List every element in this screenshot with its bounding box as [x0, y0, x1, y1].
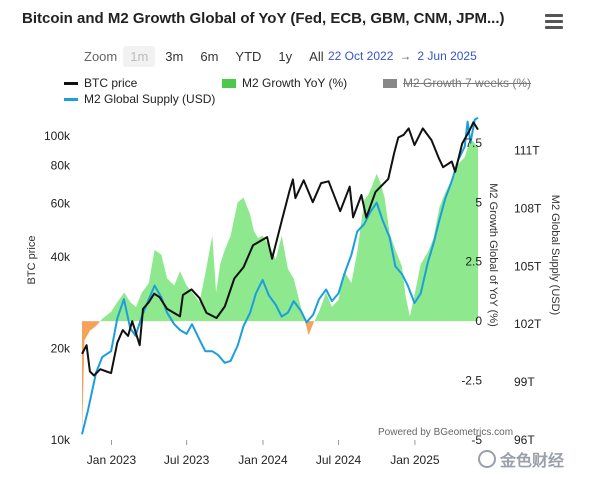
supply-tick-label: 99T	[514, 375, 535, 389]
date-to-input[interactable]: 2 Jun 2025	[417, 49, 477, 63]
zoom-1y-button[interactable]: 1y	[278, 49, 293, 64]
supply-tick-label: 105T	[514, 259, 542, 273]
m2-growth-positive-area	[82, 140, 478, 322]
x-tick-label: Jan 2023	[87, 453, 137, 467]
zoom-6m-button[interactable]: 6m	[200, 49, 219, 64]
growth-tick-label: 0	[475, 314, 482, 328]
btc-tick-label: 60k	[51, 196, 71, 210]
growth-tick-label: 2.5	[465, 255, 482, 269]
legend-m2-supply-label: M2 Global Supply (USD)	[84, 92, 216, 106]
legend-btc-label: BTC price	[84, 76, 138, 90]
btc-swatch-icon	[64, 81, 78, 85]
zoom-all-button[interactable]: All	[309, 49, 324, 64]
legend-m2-supply[interactable]: M2 Global Supply (USD)	[64, 92, 215, 106]
m2-supply-swatch-icon	[64, 97, 78, 101]
m2-supply-line	[81, 116, 479, 435]
legend-btc[interactable]: BTC price	[64, 76, 137, 90]
watermark-text: 金色财经	[500, 453, 565, 470]
x-tick-label: Jul 2023	[164, 453, 210, 467]
watermark: 金色财经	[478, 447, 564, 471]
growth-tick-label: -2.5	[461, 374, 482, 388]
m2-growth-area-group	[82, 140, 478, 436]
credit-link[interactable]: Powered by BGeometrics.com	[378, 427, 513, 438]
series-lines-group	[81, 116, 479, 435]
zoom-ytd-button[interactable]: YTD	[235, 49, 262, 64]
legend-m2-7w-label: M2 Growth 7 weeks (%)	[403, 76, 532, 90]
supply-tick-label: 102T	[514, 317, 542, 331]
m2-growth-swatch-icon	[222, 78, 236, 88]
menu-icon[interactable]	[545, 14, 563, 30]
growth-axis-label: M2 Growth Global of YoY (%)	[487, 183, 499, 326]
m2-7w-swatch-icon	[383, 78, 397, 88]
btc-tick-label: 20k	[51, 342, 71, 356]
btc-tick-label: 80k	[51, 159, 71, 173]
zoom-controls: Zoom 1m 3m 6m YTD 1y All	[84, 46, 334, 67]
date-from-input[interactable]: 22 Oct 2022	[328, 49, 394, 63]
chart-title: Bitcoin and M2 Growth Global of YoY (Fed…	[22, 10, 505, 27]
btc-tick-label: 40k	[51, 250, 71, 264]
date-arrow-icon: →	[399, 49, 412, 63]
growth-tick-label: -5	[471, 433, 482, 447]
zoom-3m-button[interactable]: 3m	[165, 49, 184, 64]
btc-axis-label: BTC price	[26, 236, 38, 285]
watermark-logo-icon	[478, 450, 496, 468]
btc-price-line	[81, 121, 479, 377]
growth-tick-label: 7.5	[465, 136, 482, 150]
x-tick-label: Jul 2024	[316, 453, 362, 467]
x-tick-label: Jan 2025	[390, 453, 440, 467]
legend-m2-7w[interactable]: M2 Growth 7 weeks (%)	[383, 76, 531, 90]
x-tick-label: Jan 2024	[238, 453, 288, 467]
btc-tick-label: 100k	[44, 129, 71, 143]
supply-tick-label: 96T	[514, 433, 535, 447]
legend-m2-growth-label: M2 Growth YoY (%)	[242, 76, 348, 90]
supply-tick-label: 108T	[514, 201, 542, 215]
growth-tick-label: 5	[475, 195, 482, 209]
ticks-group: Jan 2023 Jul 2023 Jan 2024 Jul 2024 Jan 2025…	[44, 129, 542, 467]
supply-axis-label: M2 Global Supply (USD)	[549, 195, 561, 315]
zoom-1m-button[interactable]: 1m	[123, 46, 156, 67]
date-range: 22 Oct 2022 → 2 Jun 2025	[328, 49, 477, 63]
supply-tick-label: 111T	[514, 144, 540, 158]
legend-m2-growth[interactable]: M2 Growth YoY (%)	[222, 76, 347, 90]
btc-tick-label: 10k	[51, 433, 71, 447]
zoom-label: Zoom	[84, 49, 118, 64]
